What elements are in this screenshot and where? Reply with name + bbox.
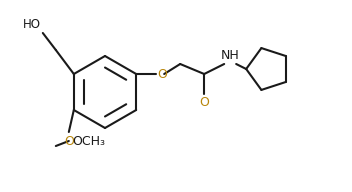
Text: HO: HO <box>23 18 41 31</box>
Text: O: O <box>199 96 209 109</box>
Text: O: O <box>157 68 167 80</box>
Text: OCH₃: OCH₃ <box>72 135 105 148</box>
Text: NH: NH <box>221 49 240 62</box>
Text: O: O <box>64 135 74 148</box>
